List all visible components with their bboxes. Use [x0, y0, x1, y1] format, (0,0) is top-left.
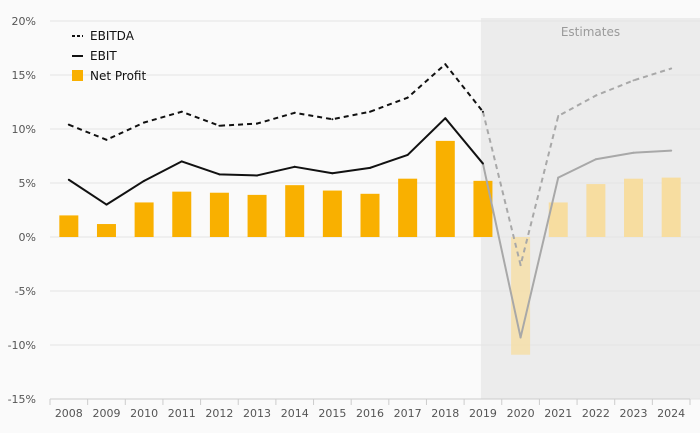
y-tick-label: 0%: [19, 231, 36, 244]
point-ebit: [105, 203, 108, 206]
bar-net-profit: [209, 192, 229, 237]
x-tick-label: 2019: [469, 407, 497, 420]
point-ebit: [481, 162, 484, 165]
bar-net-profit: [247, 194, 267, 237]
bar-net-profit: [360, 193, 380, 237]
point-ebit: [67, 178, 70, 181]
line-ebit-estimate: [481, 149, 672, 339]
point-ebitda: [444, 63, 447, 66]
net-profit-bars: [59, 140, 681, 355]
x-tick-label: 2014: [281, 407, 309, 420]
x-tick-label: 2013: [243, 407, 271, 420]
x-tick-label: 2021: [544, 407, 572, 420]
point-ebitda: [67, 123, 70, 126]
bar-net-profit: [661, 177, 681, 237]
x-tick-label: 2010: [130, 407, 158, 420]
point-ebitda: [406, 96, 409, 99]
point-ebit: [670, 149, 673, 152]
point-ebitda: [256, 122, 259, 125]
legend-ebit-label: EBIT: [90, 49, 117, 63]
bar-net-profit: [548, 202, 568, 237]
point-ebitda: [180, 110, 183, 113]
point-ebitda: [293, 111, 296, 114]
legend: EBITDA EBIT Net Profit: [72, 29, 146, 83]
bar-net-profit: [285, 185, 305, 237]
bar-net-profit: [435, 140, 455, 237]
x-axis: 2008 2009 2010 2011 2012 2013 2014 2015 2016 2017…: [49, 398, 691, 420]
point-ebit: [180, 160, 183, 163]
point-ebitda: [519, 264, 522, 267]
legend-net-profit-label: Net Profit: [90, 69, 146, 83]
point-ebitda: [594, 94, 597, 97]
estimates-label: Estimates: [561, 25, 620, 39]
y-tick-label: -10%: [8, 339, 36, 352]
y-tick-label: 5%: [19, 177, 36, 190]
legend-ebitda-label: EBITDA: [90, 29, 135, 43]
bar-net-profit: [59, 215, 79, 237]
bar-net-profit: [398, 178, 418, 237]
x-tick-label: 2008: [55, 407, 83, 420]
y-tick-label: -15%: [8, 393, 36, 406]
line-ebitda-estimate: [481, 67, 672, 267]
x-tick-label: 2012: [205, 407, 233, 420]
point-ebit: [557, 176, 560, 179]
y-tick-label: -5%: [15, 285, 36, 298]
point-ebit: [444, 117, 447, 120]
point-ebit: [594, 158, 597, 161]
point-ebitda: [143, 121, 146, 124]
bar-net-profit: [134, 202, 154, 237]
x-tick-label: 2022: [582, 407, 610, 420]
point-ebit: [256, 174, 259, 177]
y-tick-label: 15%: [12, 69, 36, 82]
x-tick-label: 2023: [620, 407, 648, 420]
point-ebit: [406, 153, 409, 156]
point-ebitda: [632, 79, 635, 82]
bar-net-profit: [473, 180, 493, 237]
x-tick-label: 2015: [318, 407, 346, 420]
point-ebitda: [105, 138, 108, 141]
line-ebitda-actual: [68, 63, 484, 141]
point-ebit: [143, 179, 146, 182]
x-tick-label: 2011: [168, 407, 196, 420]
y-axis: -15% -10% -5% 0% 5% 10% 15% 20%: [8, 15, 36, 406]
bar-net-profit: [586, 184, 606, 237]
point-ebit: [293, 165, 296, 168]
point-ebitda: [218, 124, 221, 127]
point-ebitda: [331, 118, 334, 121]
bar-net-profit: [624, 178, 644, 237]
point-ebitda: [369, 110, 371, 113]
bar-net-profit: [96, 224, 116, 237]
legend-net-profit-swatch: [72, 70, 83, 81]
x-tick-label: 2009: [92, 407, 120, 420]
y-tick-label: 10%: [12, 123, 36, 136]
point-ebit: [632, 151, 635, 154]
bar-net-profit: [511, 237, 531, 355]
point-ebitda: [481, 110, 484, 113]
series-lines: [67, 63, 673, 339]
bar-net-profit: [172, 191, 192, 237]
x-tick-label: 2017: [394, 407, 422, 420]
point-ebit: [519, 336, 522, 339]
point-ebitda: [670, 67, 673, 70]
bar-net-profit: [322, 190, 342, 237]
x-tick-label: 2016: [356, 407, 384, 420]
point-ebit: [369, 166, 371, 169]
y-tick-label: 20%: [12, 15, 36, 28]
x-tick-label: 2024: [657, 407, 685, 420]
point-ebit: [331, 172, 334, 175]
x-tick-label: 2020: [507, 407, 535, 420]
point-ebit: [218, 173, 221, 176]
point-ebitda: [557, 115, 560, 118]
x-tick-label: 2018: [431, 407, 459, 420]
line-ebit-actual: [68, 117, 484, 206]
